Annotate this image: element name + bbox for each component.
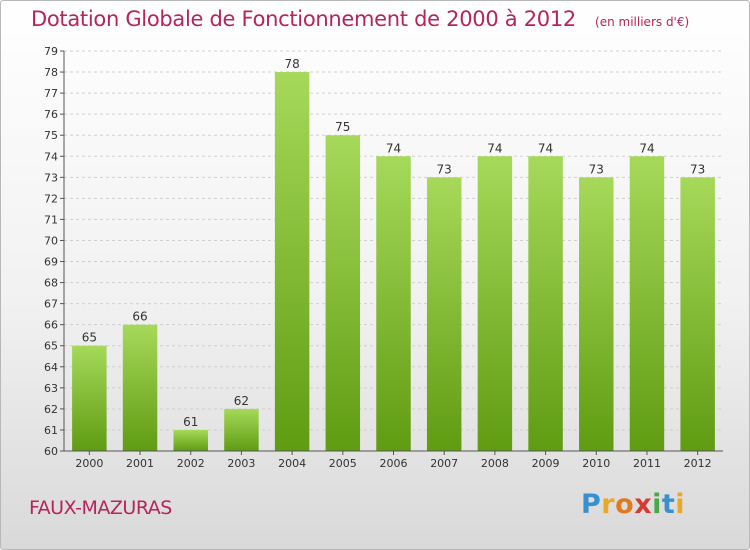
logo-letter: i xyxy=(652,489,662,520)
logo-letter: i xyxy=(675,489,686,520)
y-tick-label: 63 xyxy=(44,382,58,395)
y-tick-label: 77 xyxy=(44,87,58,100)
y-tick-label: 78 xyxy=(44,66,58,79)
x-tick-label: 2000 xyxy=(75,457,103,470)
bar-value-label: 73 xyxy=(690,162,705,176)
y-tick-label: 65 xyxy=(44,340,58,353)
logo-letter: t xyxy=(661,489,676,520)
bar-value-label: 74 xyxy=(487,141,502,155)
bar-value-label: 65 xyxy=(82,331,97,345)
y-tick-label: 69 xyxy=(44,256,58,269)
logo-letter: o xyxy=(615,489,635,520)
x-tick-label: 2005 xyxy=(329,457,357,470)
proxiti-logo: Proxiti xyxy=(581,489,685,520)
y-tick-label: 74 xyxy=(44,150,58,163)
y-tick-label: 76 xyxy=(44,108,58,121)
x-tick-label: 2006 xyxy=(380,457,408,470)
y-tick-label: 64 xyxy=(44,361,58,374)
chart-title: Dotation Globale de Fonctionnement de 20… xyxy=(31,7,576,31)
x-tick-label: 2012 xyxy=(684,457,712,470)
x-tick-label: 2011 xyxy=(633,457,661,470)
bar xyxy=(325,135,361,452)
x-tick-label: 2004 xyxy=(278,457,306,470)
bar xyxy=(579,177,614,451)
grid-lines xyxy=(64,50,723,431)
bar xyxy=(72,345,107,451)
x-tick-label: 2008 xyxy=(481,457,509,470)
y-tick-label: 62 xyxy=(44,403,58,416)
y-tick-label: 75 xyxy=(44,129,58,142)
bar xyxy=(224,408,259,451)
bar-value-label: 66 xyxy=(132,310,147,324)
y-tick-label: 71 xyxy=(44,213,58,226)
bar xyxy=(477,156,513,451)
y-tick-label: 60 xyxy=(44,445,58,458)
bars: 65 66 61 62 78 75 74 73 74 74 73 74 73 xyxy=(72,57,715,452)
chart-subtitle: (en milliers d'€) xyxy=(595,15,690,29)
bar-value-label: 78 xyxy=(284,57,299,71)
x-tick-label: 2002 xyxy=(177,457,205,470)
bar-value-label: 73 xyxy=(437,162,452,176)
y-tick-label: 70 xyxy=(44,234,58,247)
x-tick-label: 2003 xyxy=(227,457,255,470)
bar-value-label: 73 xyxy=(589,162,604,176)
x-tick-label: 2009 xyxy=(532,457,560,470)
y-tick-label: 68 xyxy=(44,277,58,290)
y-tick-label: 66 xyxy=(44,319,58,332)
x-tick-label: 2007 xyxy=(430,457,458,470)
y-tick-label: 79 xyxy=(44,45,58,58)
commune-name: FAUX-MAZURAS xyxy=(29,497,172,519)
bar-value-label: 75 xyxy=(335,120,350,134)
bar xyxy=(629,156,665,451)
x-tick-label: 2001 xyxy=(126,457,154,470)
axes: 60 61 62 63 64 65 66 67 68 69 70 71 72 73 74 75 76 77 78 79… xyxy=(44,45,723,470)
bar xyxy=(376,156,411,451)
bar-value-label: 61 xyxy=(183,415,198,429)
bar xyxy=(528,156,563,451)
bar xyxy=(173,429,208,451)
logo-letter: P xyxy=(581,489,602,520)
bar xyxy=(274,72,310,451)
logo-letter: x xyxy=(634,489,653,520)
y-tick-label: 61 xyxy=(44,424,58,437)
bar xyxy=(680,177,715,451)
y-tick-label: 67 xyxy=(44,298,58,311)
y-tick-label: 72 xyxy=(44,192,58,205)
x-tick-label: 2010 xyxy=(582,457,610,470)
logo-letter: r xyxy=(601,489,616,520)
bar xyxy=(122,324,158,451)
bar-value-label: 74 xyxy=(538,141,553,155)
y-tick-label: 73 xyxy=(44,171,58,184)
title-row: Dotation Globale de Fonctionnement de 20… xyxy=(31,7,689,31)
bar-value-label: 62 xyxy=(234,394,249,408)
bar-value-label: 74 xyxy=(386,141,401,155)
bar-value-label: 74 xyxy=(639,141,654,155)
bar xyxy=(426,177,462,451)
